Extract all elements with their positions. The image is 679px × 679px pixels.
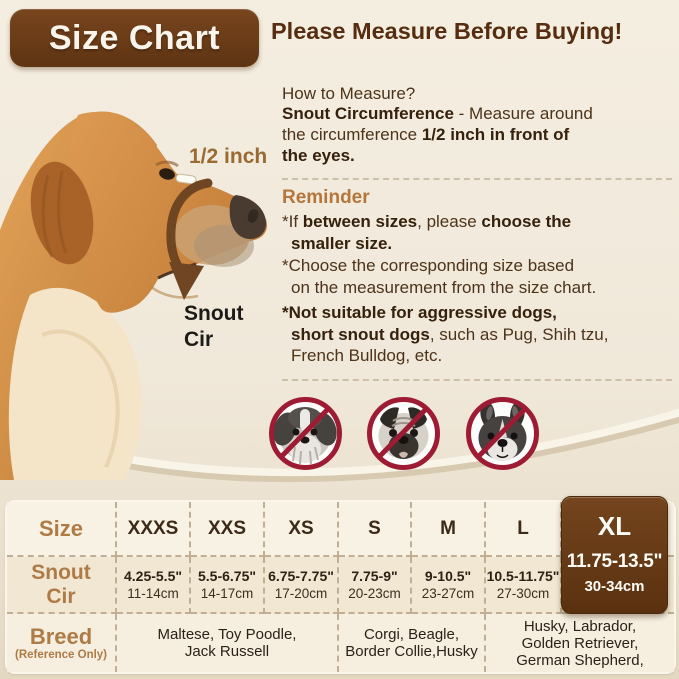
no-pug-icon — [367, 397, 440, 470]
xl-highlight-box: XL 11.75-13.5" 30-34cm — [561, 496, 668, 614]
size-row-label: Size — [7, 502, 117, 557]
dashed-divider-bottom — [282, 379, 672, 381]
snout-cell-s: 7.75-9" 20-23cm — [339, 557, 412, 614]
snout-cir-label: Snout Cir — [184, 302, 244, 351]
how-to-measure-text: Snout Circumference - Measure around the… — [282, 104, 593, 165]
snout-cell-xs: 6.75-7.75" 17-20cm — [265, 557, 339, 614]
reminder-item-1: *If between sizes, please choose the sma… — [282, 212, 572, 253]
no-french-bulldog-icon — [466, 397, 539, 470]
measure-arrow-icon — [166, 178, 213, 277]
snout-cell-l: 10.5-11.75" 27-30cm — [486, 557, 562, 614]
reminder-list: *If between sizes, please choose the sma… — [282, 211, 679, 367]
snout-cell-xxs: 5.5-6.75" 14-17cm — [191, 557, 265, 614]
xl-size-label: XL — [597, 511, 632, 541]
col-header-l: L — [486, 502, 562, 557]
headline: Please Measure Before Buying! — [271, 18, 623, 44]
page-title: Size Chart — [48, 18, 221, 57]
breed-cell-medium: Corgi, Beagle, Border Collie,Husky — [339, 614, 486, 672]
xl-inches-value: 11.75-13.5" — [566, 551, 663, 572]
col-header-m: M — [412, 502, 486, 557]
col-header-xxxs: XXXS — [117, 502, 191, 557]
col-header-xs: XS — [265, 502, 339, 557]
measure-tick-icon — [175, 173, 197, 185]
measure-term: Snout Circumference — [282, 104, 454, 123]
breed-cell-small: Maltese, Toy Poodle, Jack Russell — [117, 614, 339, 672]
size-table: Size XXXS XXS XS S M L Snout Cir 4.25-5.… — [5, 500, 676, 674]
half-inch-label: 1/2 inch — [189, 145, 268, 168]
breed-row-label: Breed (Reference Only) — [7, 614, 117, 672]
xl-cm-value: 30-34cm — [584, 578, 645, 595]
reminder-item-3: *Not suitable for aggressive dogs, short… — [282, 303, 609, 365]
size-chart-title-box: Size Chart — [10, 9, 259, 67]
reminder-item-2: *Choose the corresponding size based on … — [282, 256, 597, 297]
golden-retriever-photo — [0, 111, 268, 480]
breed-cell-large: Husky, Labrador, Golden Retriever, Germa… — [486, 614, 674, 672]
col-header-xxs: XXS — [191, 502, 265, 557]
dashed-divider-top — [282, 178, 672, 180]
snout-row-label: Snout Cir — [7, 557, 117, 614]
how-to-measure-heading: How to Measure? — [282, 84, 416, 103]
snout-cell-m: 9-10.5" 23-27cm — [412, 557, 486, 614]
snout-cell-xxxs: 4.25-5.5" 11-14cm — [117, 557, 191, 614]
no-shih-tzu-icon — [269, 397, 342, 470]
col-header-s: S — [339, 502, 412, 557]
reminder-heading: Reminder — [282, 187, 370, 208]
